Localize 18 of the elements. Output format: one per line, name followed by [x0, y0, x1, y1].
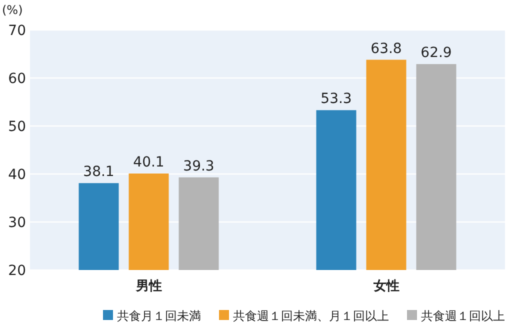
- data-label: 62.9: [420, 45, 452, 62]
- data-label: 38.1: [83, 164, 114, 180]
- data-label: 63.8: [370, 40, 402, 57]
- y-tick-label: 30: [8, 214, 26, 231]
- legend-label: 共食週１回未満、月１回以上: [233, 309, 389, 323]
- y-tick-label: 20: [8, 262, 26, 279]
- x-tick-label: 女性: [372, 279, 400, 294]
- y-tick-label: 70: [8, 22, 26, 39]
- data-label: 40.1: [133, 154, 164, 171]
- y-tick-label: 50: [8, 118, 26, 135]
- y-tick-label: 60: [8, 70, 26, 87]
- legend-label: 共食月１回未満: [117, 309, 201, 323]
- y-axis-title: (%): [2, 3, 23, 17]
- legend-label: 共食週１回以上: [421, 309, 505, 323]
- y-tick-label: 40: [8, 166, 26, 183]
- data-label: 39.3: [183, 158, 214, 174]
- x-tick-label: 男性: [134, 279, 162, 294]
- data-label: 53.3: [320, 91, 352, 108]
